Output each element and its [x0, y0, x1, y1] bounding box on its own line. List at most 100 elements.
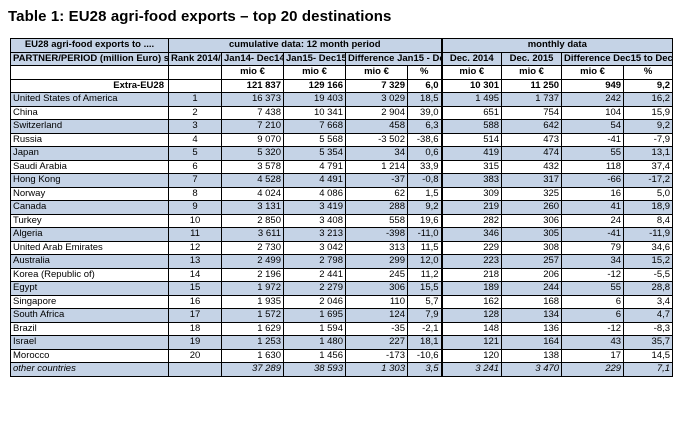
row-dec14: 282: [440, 213, 503, 228]
row-rank: 9: [168, 200, 222, 215]
row-jan15: 5 354: [283, 146, 346, 161]
table-row: Saudi Arabia 6 3 578 4 791 1 214 33,9 315 432 11…: [10, 159, 674, 174]
row-diff: 7 329: [345, 78, 408, 93]
row-dec15: 136: [501, 321, 563, 336]
row-mpct: 9,2: [623, 119, 674, 134]
row-pct: -38,6: [406, 132, 443, 147]
row-mdiff: -12: [561, 321, 625, 336]
row-partner: Israel: [10, 335, 169, 350]
table-row: Morocco 20 1 630 1 456 -173 -10,6 120 138 17 14,5: [10, 348, 674, 363]
row-mpct: 3,4: [623, 294, 674, 309]
row-dec15: 474: [501, 146, 563, 161]
row-pct: 15,5: [406, 281, 443, 296]
row-rank: 2: [168, 105, 222, 120]
header-row-labels: PARTNER/PERIOD (million Euro) source: CO…: [10, 51, 674, 66]
row-partner: Hong Kong: [10, 173, 169, 188]
row-mpct: 16,2: [623, 92, 674, 107]
row-mpct: 14,5: [623, 348, 674, 363]
row-jan15: 4 086: [283, 186, 346, 201]
row-pct: 18,1: [406, 335, 443, 350]
row-dec15: 3 470: [501, 362, 563, 377]
row-jan14: 1 629: [221, 321, 284, 336]
row-pct: -11,0: [406, 227, 443, 242]
row-mpct: 5,0: [623, 186, 674, 201]
row-jan15: 4 491: [283, 173, 346, 188]
extra-eu28-row: Extra-EU28 121 837 129 166 7 329 6,0 10 …: [10, 78, 674, 93]
table-row: Turkey 10 2 850 3 408 558 19,6 282 306 24 8,4: [10, 213, 674, 228]
row-mdiff: -66: [561, 173, 625, 188]
row-dec14: 121: [440, 335, 503, 350]
table-row: Brazil 18 1 629 1 594 -35 -2,1 148 136 -12 -8,3: [10, 321, 674, 336]
row-dec15: 308: [501, 240, 563, 255]
row-jan15: 19 403: [283, 92, 346, 107]
row-mpct: 28,8: [623, 281, 674, 296]
row-jan14: 1 253: [221, 335, 284, 350]
table-row: Korea (Republic of) 14 2 196 2 441 245 11,2 21…: [10, 267, 674, 282]
row-jan14: 4 528: [221, 173, 284, 188]
row-jan15: 3 419: [283, 200, 346, 215]
row-dec15: 138: [501, 348, 563, 363]
row-rank: 15: [168, 281, 222, 296]
row-dec14: 315: [440, 159, 503, 174]
table-row: United Arab Emirates 12 2 730 3 042 313 11,5 2…: [10, 240, 674, 255]
row-dec14: 120: [440, 348, 503, 363]
row-jan15: 1 480: [283, 335, 346, 350]
row-pct: 11,2: [406, 267, 443, 282]
row-jan15: 129 166: [283, 78, 346, 93]
row-dec15: 754: [501, 105, 563, 120]
row-partner: Switzerland: [10, 119, 169, 134]
row-mpct: 35,7: [623, 335, 674, 350]
row-rank: 4: [168, 132, 222, 147]
table-row: China 2 7 438 10 341 2 904 39,0 651 754 104 15,9: [10, 105, 674, 120]
row-jan15: 2 798: [283, 254, 346, 269]
row-rank: 3: [168, 119, 222, 134]
row-jan15: 1 456: [283, 348, 346, 363]
row-mpct: -11,9: [623, 227, 674, 242]
rank-header: Rank 2014/15: [168, 51, 222, 66]
row-jan14: 1 572: [221, 308, 284, 323]
row-partner: Norway: [10, 186, 169, 201]
jan14-dec14-header: Jan14- Dec14: [221, 51, 284, 66]
row-partner: South Africa: [10, 308, 169, 323]
row-pct: 5,7: [406, 294, 443, 309]
row-jan14: 16 373: [221, 92, 284, 107]
row-dec15: 1 737: [501, 92, 563, 107]
row-dec15: 206: [501, 267, 563, 282]
row-rank: 8: [168, 186, 222, 201]
table-row: Singapore 16 1 935 2 046 110 5,7 162 168 6 3,4: [10, 294, 674, 309]
table-row: Norway 8 4 024 4 086 62 1,5 309 325 16 5,0: [10, 186, 674, 201]
row-rank: 11: [168, 227, 222, 242]
jan15-dec15-header: Jan15- Dec15: [283, 51, 346, 66]
row-dec14: 189: [440, 281, 503, 296]
row-rank: 5: [168, 146, 222, 161]
row-jan15: 3 408: [283, 213, 346, 228]
row-mpct: 18,9: [623, 200, 674, 215]
difference-cumulative-header: Difference Jan15 - Dec15 to Jan14 - Dec1…: [344, 51, 443, 66]
row-pct: 1,5: [406, 186, 443, 201]
row-dec15: 244: [501, 281, 563, 296]
row-diff: -173: [345, 348, 408, 363]
row-dec14: 1 495: [440, 92, 503, 107]
row-jan14: 2 499: [221, 254, 284, 269]
row-pct: 6,3: [406, 119, 443, 134]
row-jan14: 1 972: [221, 281, 284, 296]
table-row: Hong Kong 7 4 528 4 491 -37 -0,8 383 317 -66 -17,…: [10, 173, 674, 188]
row-pct: -10,6: [406, 348, 443, 363]
row-partner: China: [10, 105, 169, 120]
row-partner: Korea (Republic of): [10, 267, 169, 282]
row-diff: 1 303: [345, 362, 408, 377]
row-rank: 12: [168, 240, 222, 255]
row-diff: 245: [345, 267, 408, 282]
row-rank: [168, 362, 222, 377]
unit-cell: mio €: [440, 65, 503, 80]
row-diff: 558: [345, 213, 408, 228]
row-diff: -3 502: [345, 132, 408, 147]
row-diff: 110: [345, 294, 408, 309]
row-diff: -37: [345, 173, 408, 188]
row-mdiff: 242: [561, 92, 625, 107]
row-mdiff: 118: [561, 159, 625, 174]
row-mpct: -7,9: [623, 132, 674, 147]
row-mdiff: 54: [561, 119, 625, 134]
row-pct: 39,0: [406, 105, 443, 120]
row-mdiff: 79: [561, 240, 625, 255]
